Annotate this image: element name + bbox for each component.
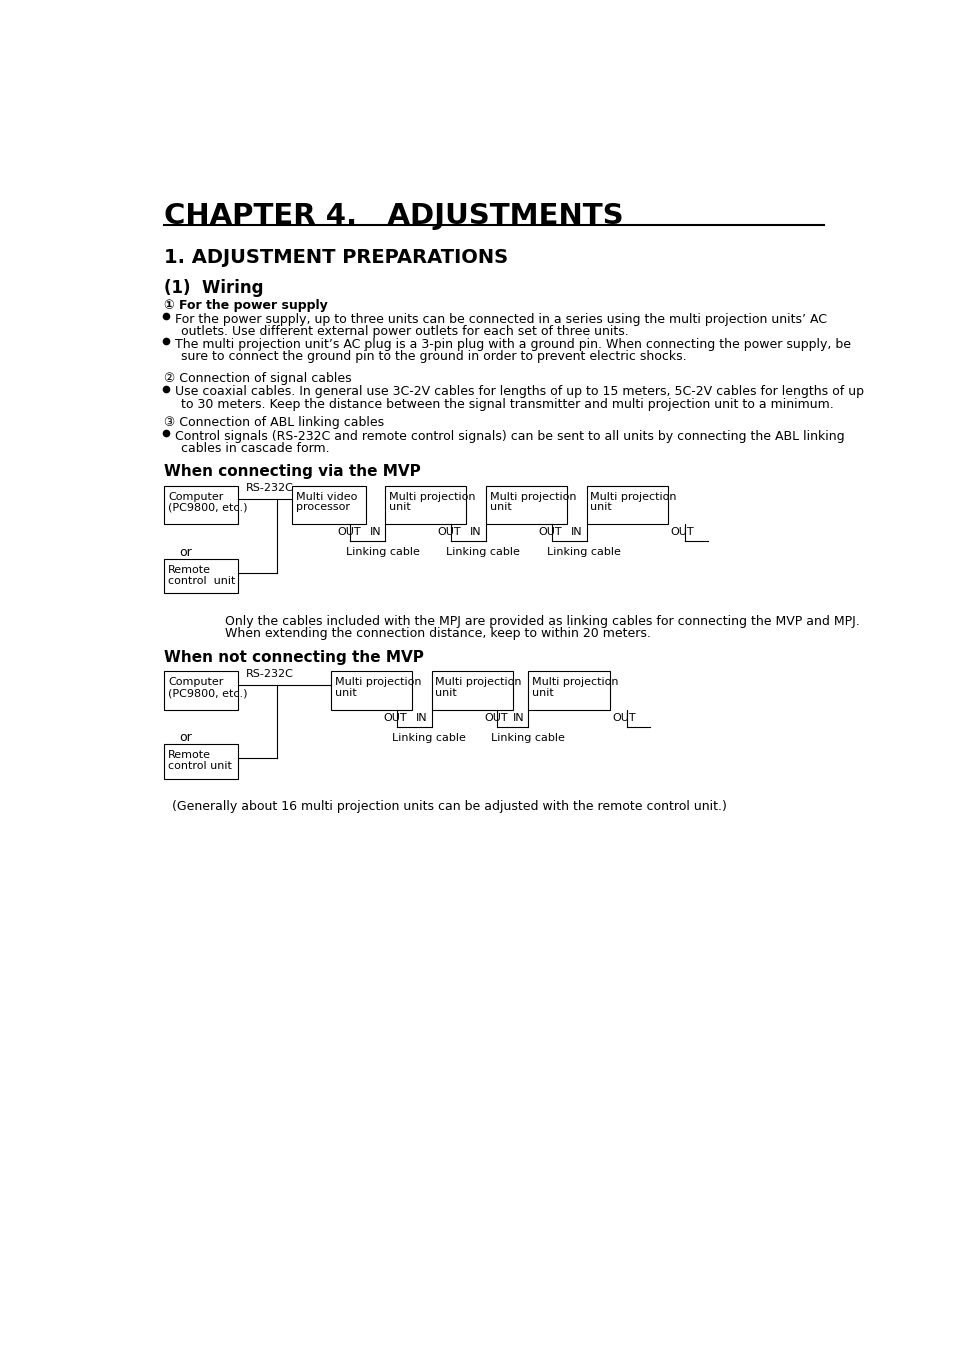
Text: RS-232C: RS-232C: [245, 484, 294, 493]
Bar: [528, 671, 609, 709]
Text: Remote: Remote: [168, 750, 211, 761]
Text: Computer: Computer: [168, 677, 223, 688]
Text: unit: unit: [489, 503, 511, 512]
Text: Multi projection: Multi projection: [532, 677, 618, 688]
Text: sure to connect the ground pin to the ground in order to prevent electric shocks: sure to connect the ground pin to the gr…: [181, 350, 686, 363]
Text: control  unit: control unit: [168, 576, 235, 585]
Bar: [292, 485, 365, 524]
Bar: [164, 485, 237, 524]
Text: Linking cable: Linking cable: [546, 547, 620, 557]
Text: control unit: control unit: [168, 761, 232, 771]
Text: processor: processor: [295, 503, 350, 512]
Text: IN: IN: [369, 527, 381, 538]
Text: Multi projection: Multi projection: [335, 677, 421, 688]
Text: ② Connection of signal cables: ② Connection of signal cables: [164, 372, 352, 385]
Text: Remote: Remote: [168, 565, 211, 574]
Text: to 30 meters. Keep the distance between the signal transmitter and multi project: to 30 meters. Keep the distance between …: [181, 397, 833, 411]
Text: Control signals (RS-232C and remote control signals) can be sent to all units by: Control signals (RS-232C and remote cont…: [174, 430, 843, 443]
Bar: [164, 744, 237, 780]
Bar: [164, 559, 237, 593]
Text: Use coaxial cables. In general use 3C-2V cables for lengths of up to 15 meters, : Use coaxial cables. In general use 3C-2V…: [174, 385, 863, 399]
Text: For the power supply, up to three units can be connected in a series using the m: For the power supply, up to three units …: [174, 313, 826, 326]
Bar: [586, 485, 667, 524]
Text: Computer: Computer: [168, 492, 223, 501]
Text: OUT: OUT: [537, 527, 561, 538]
Text: OUT: OUT: [336, 527, 360, 538]
Text: When connecting via the MVP: When connecting via the MVP: [164, 463, 420, 480]
Bar: [431, 671, 513, 709]
Text: cables in cascade form.: cables in cascade form.: [181, 442, 330, 455]
Text: Multi projection: Multi projection: [389, 492, 475, 501]
Text: (PC9800, etc.): (PC9800, etc.): [168, 503, 248, 512]
Text: IN: IN: [513, 713, 524, 723]
Text: Multi projection: Multi projection: [489, 492, 576, 501]
Text: (Generally about 16 multi projection units can be adjusted with the remote contr: (Generally about 16 multi projection uni…: [172, 800, 726, 813]
Text: 1. ADJUSTMENT PREPARATIONS: 1. ADJUSTMENT PREPARATIONS: [164, 249, 508, 267]
Text: unit: unit: [389, 503, 411, 512]
Text: When not connecting the MVP: When not connecting the MVP: [164, 650, 424, 665]
Text: The multi projection unit’s AC plug is a 3-pin plug with a ground pin. When conn: The multi projection unit’s AC plug is a…: [174, 338, 850, 351]
Text: or: or: [179, 546, 193, 558]
Text: unit: unit: [590, 503, 612, 512]
Text: OUT: OUT: [437, 527, 461, 538]
Text: Multi projection: Multi projection: [435, 677, 521, 688]
Text: IN: IN: [571, 527, 582, 538]
Text: When extending the connection distance, keep to within 20 meters.: When extending the connection distance, …: [224, 627, 650, 640]
Text: or: or: [179, 731, 193, 744]
Text: OUT: OUT: [612, 713, 635, 723]
Text: ① For the power supply: ① For the power supply: [164, 299, 328, 312]
Text: (PC9800, etc.): (PC9800, etc.): [168, 688, 248, 698]
Text: IN: IN: [416, 713, 427, 723]
Text: Linking cable: Linking cable: [446, 547, 519, 557]
Text: unit: unit: [335, 688, 356, 698]
Text: ③ Connection of ABL linking cables: ③ Connection of ABL linking cables: [164, 416, 384, 430]
Text: OUT: OUT: [484, 713, 507, 723]
Text: RS-232C: RS-232C: [245, 669, 294, 678]
Text: OUT: OUT: [383, 713, 407, 723]
Text: (1)  Wiring: (1) Wiring: [164, 280, 263, 297]
Text: unit: unit: [435, 688, 456, 698]
Text: CHAPTER 4.   ADJUSTMENTS: CHAPTER 4. ADJUSTMENTS: [164, 203, 623, 230]
Bar: [164, 671, 237, 709]
Text: unit: unit: [532, 688, 554, 698]
Text: outlets. Use different external power outlets for each set of three units.: outlets. Use different external power ou…: [181, 326, 628, 338]
Text: Multi projection: Multi projection: [590, 492, 677, 501]
Text: Linking cable: Linking cable: [345, 547, 419, 557]
Bar: [331, 671, 412, 709]
Text: Only the cables included with the MPJ are provided as linking cables for connect: Only the cables included with the MPJ ar…: [224, 615, 859, 628]
Text: Multi video: Multi video: [295, 492, 357, 501]
Bar: [485, 485, 567, 524]
Text: IN: IN: [470, 527, 481, 538]
Text: OUT: OUT: [670, 527, 693, 538]
Bar: [385, 485, 466, 524]
Text: Linking cable: Linking cable: [392, 732, 465, 743]
Text: Linking cable: Linking cable: [491, 732, 564, 743]
